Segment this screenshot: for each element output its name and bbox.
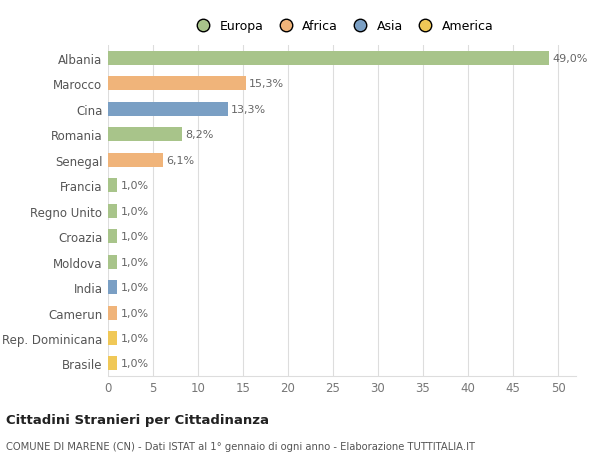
Bar [108, 128, 182, 142]
Bar [108, 331, 117, 345]
Bar [108, 77, 246, 91]
Text: 1,0%: 1,0% [121, 308, 149, 318]
Bar [108, 179, 117, 193]
Text: 15,3%: 15,3% [250, 79, 284, 89]
Text: Cittadini Stranieri per Cittadinanza: Cittadini Stranieri per Cittadinanza [6, 413, 269, 426]
Text: 1,0%: 1,0% [121, 333, 149, 343]
Bar [108, 306, 117, 320]
Text: 49,0%: 49,0% [553, 54, 588, 64]
Text: 1,0%: 1,0% [121, 206, 149, 216]
Text: 1,0%: 1,0% [121, 257, 149, 267]
Text: 1,0%: 1,0% [121, 181, 149, 190]
Bar [108, 204, 117, 218]
Text: 1,0%: 1,0% [121, 282, 149, 292]
Text: 6,1%: 6,1% [167, 155, 194, 165]
Text: 8,2%: 8,2% [185, 130, 214, 140]
Bar [108, 51, 549, 66]
Text: 13,3%: 13,3% [232, 105, 266, 114]
Text: 1,0%: 1,0% [121, 232, 149, 241]
Text: COMUNE DI MARENE (CN) - Dati ISTAT al 1° gennaio di ogni anno - Elaborazione TUT: COMUNE DI MARENE (CN) - Dati ISTAT al 1°… [6, 441, 475, 451]
Text: 1,0%: 1,0% [121, 358, 149, 369]
Bar [108, 280, 117, 294]
Bar [108, 255, 117, 269]
Bar [108, 102, 228, 117]
Bar [108, 230, 117, 244]
Bar [108, 357, 117, 371]
Legend: Europa, Africa, Asia, America: Europa, Africa, Asia, America [191, 20, 493, 33]
Bar [108, 153, 163, 167]
